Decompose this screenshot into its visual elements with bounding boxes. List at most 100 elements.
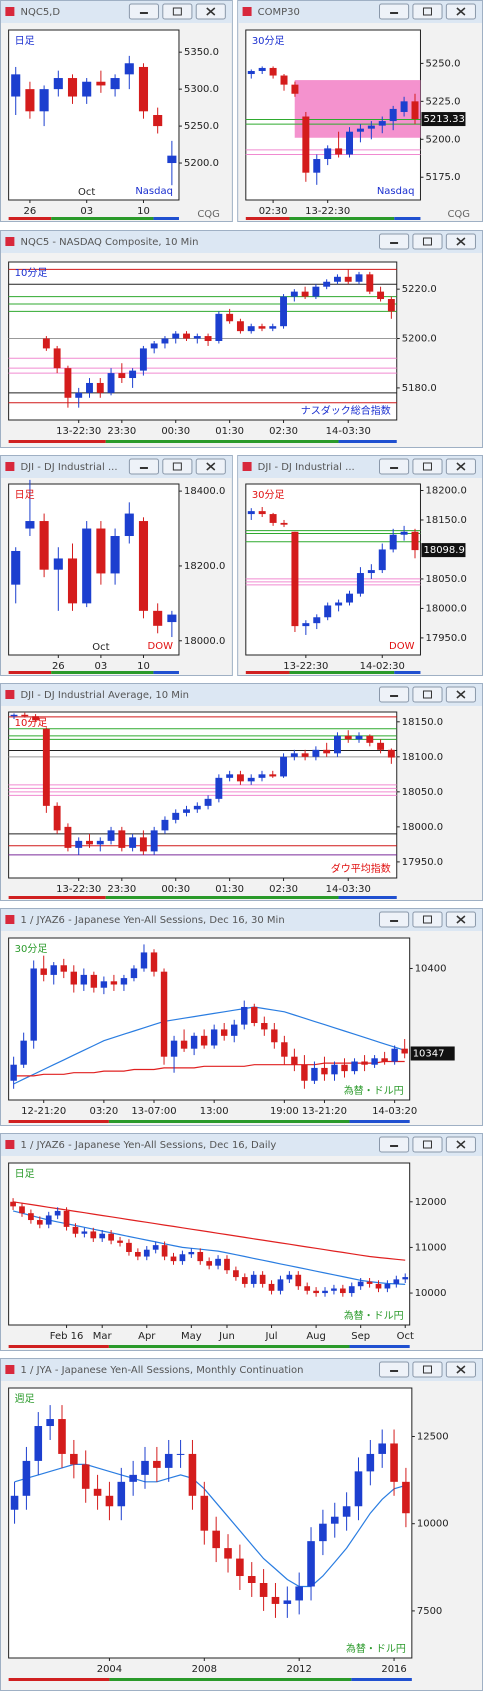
scroll-strip: [289, 217, 395, 220]
candle-body: [153, 1460, 161, 1468]
candle-body: [129, 370, 137, 379]
candle-body: [204, 798, 212, 806]
candle-body: [82, 81, 92, 97]
maximize-button[interactable]: [412, 1136, 443, 1153]
x-tick-label: 2004: [97, 1664, 122, 1675]
y-tick-label: 5250.0: [184, 121, 219, 132]
maximize-button[interactable]: [412, 233, 443, 250]
candle-body: [247, 511, 255, 515]
maximize-button[interactable]: [412, 686, 443, 703]
scroll-strip: [108, 1345, 350, 1348]
candle-body: [335, 602, 343, 606]
minimize-button[interactable]: [379, 1136, 410, 1153]
candle-body: [53, 348, 61, 369]
candle-body: [411, 101, 419, 120]
x-tick-label: 14-03:20: [372, 1106, 417, 1117]
maximize-button[interactable]: [412, 458, 443, 475]
maximize-glyph: [172, 462, 182, 471]
candle-body: [381, 1058, 388, 1062]
minimize-button[interactable]: [379, 233, 410, 250]
candle-body: [311, 1067, 318, 1081]
candle-body: [393, 1279, 400, 1284]
minimize-button[interactable]: [379, 3, 410, 20]
candle-body: [153, 610, 163, 626]
close-glyph: [206, 7, 216, 16]
scroll-strip: [349, 1120, 410, 1123]
x-tick-label: 13:00: [200, 1106, 229, 1117]
scroll-strip: [105, 440, 339, 443]
price-zone: [294, 80, 421, 138]
minimize-button[interactable]: [379, 458, 410, 475]
candle-body: [170, 1256, 177, 1262]
candle-body: [99, 1233, 106, 1239]
instrument-label: DOW: [389, 641, 415, 652]
x-group-label: Oct: [78, 187, 95, 198]
candle-body: [45, 1215, 52, 1225]
window-icon: [5, 1140, 15, 1149]
x-tick-label: 02:30: [269, 426, 298, 437]
scroll-strip: [338, 440, 397, 443]
candle-body: [70, 1453, 78, 1465]
x-tick-label: 14-03:30: [326, 884, 371, 895]
candle-body: [53, 805, 61, 831]
candle-body: [81, 1231, 88, 1234]
scroll-strip: [394, 217, 421, 220]
candle-body: [152, 1245, 159, 1250]
candle-body: [124, 63, 134, 75]
last-price-label: 18098.9: [423, 545, 464, 556]
minimize-button[interactable]: [128, 458, 159, 475]
maximize-glyph: [422, 1140, 432, 1149]
candle-body: [172, 333, 180, 339]
maximize-button[interactable]: [412, 1361, 443, 1378]
scroll-strip: [245, 671, 290, 674]
candle-body: [304, 1286, 311, 1291]
candle-body: [150, 830, 158, 852]
candle-body: [236, 321, 244, 332]
candle-body: [268, 1283, 275, 1291]
window-title: DJI - DJ Industrial Average, 10 Min: [20, 690, 189, 701]
candle-body: [331, 1064, 338, 1075]
y-tick-label: 10400: [415, 963, 447, 974]
candle-body: [117, 1240, 123, 1243]
close-glyph: [456, 237, 466, 246]
candle-body: [42, 338, 50, 349]
candle-body: [167, 614, 177, 623]
candle-body: [411, 531, 419, 551]
candle-body: [140, 952, 148, 969]
candle-body: [258, 326, 266, 329]
candle-body: [75, 840, 83, 848]
candle-body: [30, 968, 37, 1041]
maximize-button[interactable]: [412, 911, 443, 928]
maximize-button[interactable]: [162, 458, 193, 475]
candle-body: [280, 522, 288, 525]
minimize-button[interactable]: [379, 911, 410, 928]
candle-body: [323, 281, 331, 287]
maximize-button[interactable]: [162, 3, 193, 20]
candle-body: [366, 274, 374, 292]
x-tick-label: May: [181, 1331, 202, 1342]
minimize-button[interactable]: [379, 686, 410, 703]
close-glyph: [456, 1140, 466, 1149]
y-tick-label: 7500: [417, 1606, 442, 1617]
minimize-button[interactable]: [379, 1361, 410, 1378]
y-tick-label: 18200.0: [184, 561, 225, 572]
period-label: 日足: [15, 489, 35, 501]
x-tick-label: Oct: [397, 1331, 414, 1342]
candle-body: [250, 1274, 257, 1284]
candle-body: [247, 777, 255, 782]
candle-body: [377, 291, 385, 300]
candle-body: [215, 777, 223, 799]
scroll-strip: [51, 671, 154, 674]
minimize-button[interactable]: [128, 3, 159, 20]
candle-body: [259, 1583, 268, 1597]
candle-body: [312, 749, 320, 757]
candle-body: [20, 1040, 27, 1065]
maximize-button[interactable]: [412, 3, 443, 20]
maximize-glyph: [422, 1365, 432, 1374]
candle-body: [251, 1006, 258, 1024]
candle-body: [236, 1558, 244, 1577]
candle-body: [64, 826, 72, 848]
candle-body: [141, 1460, 149, 1475]
candle-body: [46, 1419, 54, 1427]
